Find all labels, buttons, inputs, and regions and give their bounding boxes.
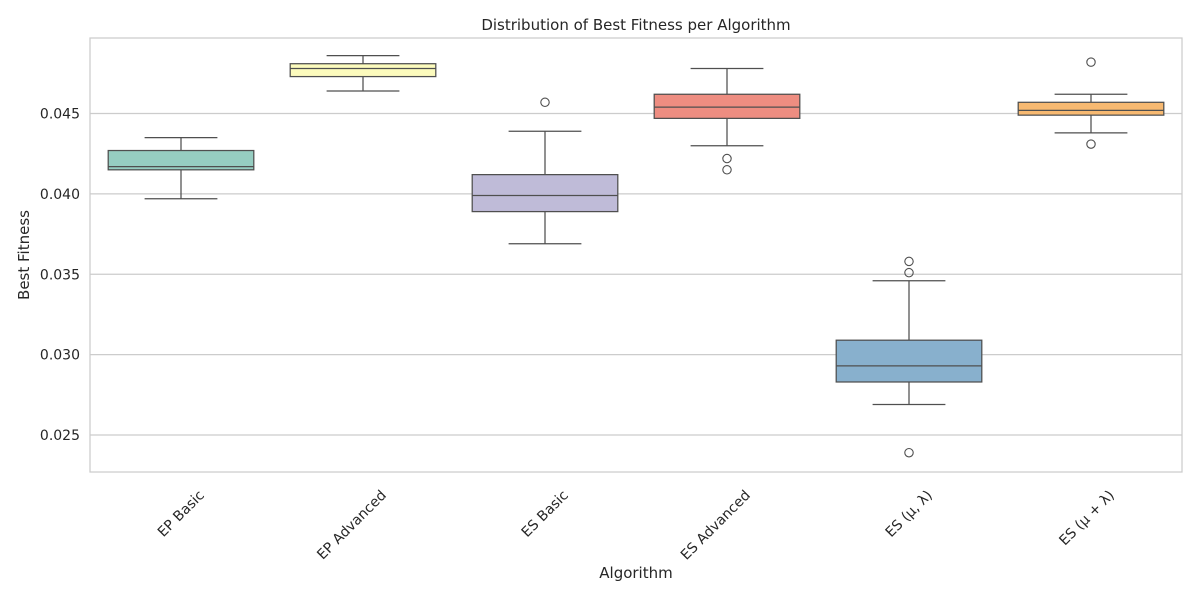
x-axis-label: Algorithm [599,564,672,582]
y-tick-labels: 0.025 0.030 0.035 0.040 0.045 [40,107,80,444]
box-group [653,67,801,175]
outlier-point [904,267,914,278]
box-group [471,97,619,245]
outlier-point [722,153,732,164]
outlier-point [1086,57,1096,67]
plot-frame [89,37,1183,473]
outlier-point [1086,139,1096,149]
outlier-point [904,447,914,458]
boxes [107,55,1165,458]
iqr-box [1017,101,1165,116]
iqr-box [289,63,437,78]
y-tick-label: 0.045 [40,107,80,123]
chart-title: Distribution of Best Fitness per Algorit… [481,16,790,34]
iqr-box [653,93,801,119]
y-tick-label: 0.040 [40,187,80,203]
y-tick-label: 0.035 [40,267,80,283]
outlier-point [722,165,732,175]
box-group [1017,57,1165,149]
grid-lines [90,112,1182,436]
y-tick-label: 0.030 [40,348,80,364]
iqr-box [471,174,619,213]
box-group [289,55,437,92]
y-axis-label: Best Fitness [15,210,33,300]
y-tick-label: 0.025 [40,428,80,444]
box-group [107,137,255,200]
iqr-box [835,339,983,383]
iqr-box [107,149,255,171]
outlier-point [540,97,550,108]
outlier-point [904,256,914,267]
box-group [835,256,983,458]
